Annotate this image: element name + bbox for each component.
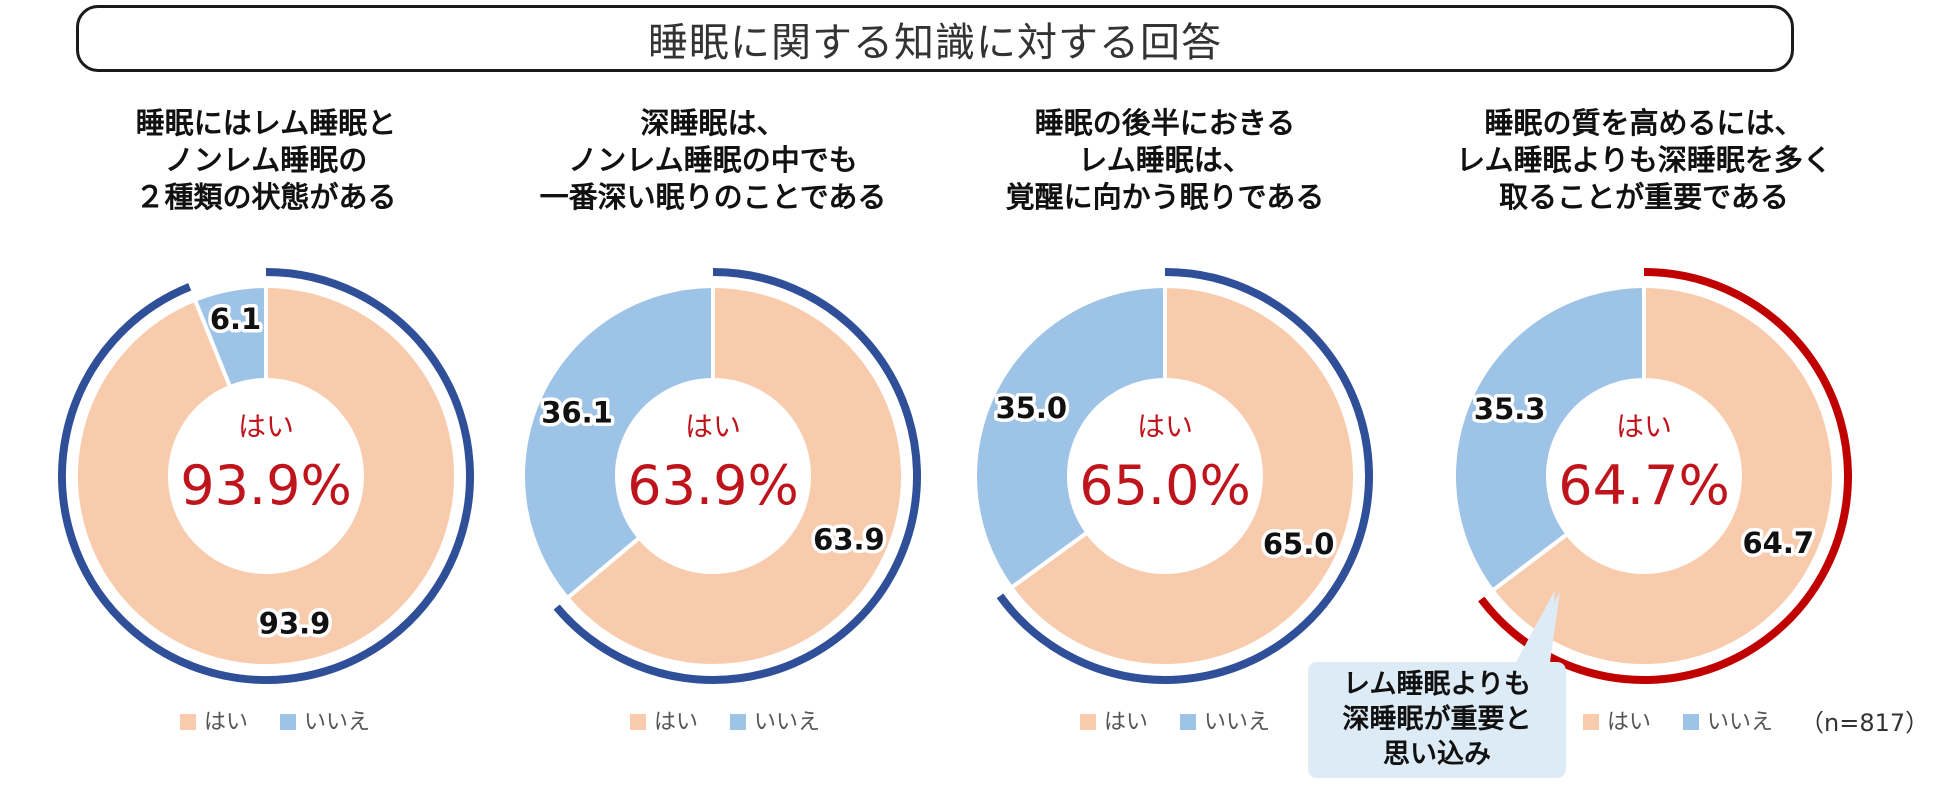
center-value: 64.7%	[1558, 454, 1730, 517]
legend-swatch-yes	[1583, 714, 1599, 730]
highlight-ring	[553, 268, 921, 684]
slice-no	[192, 283, 268, 390]
donut-title-line: 睡眠の質を高めるには、	[1484, 106, 1803, 140]
legend-label-no: いいえ	[1707, 710, 1773, 735]
data-label-no: 35.0	[996, 391, 1068, 425]
donut-chart-4: 睡眠の質を高めるには、レム睡眠よりも深睡眠を多く取ることが重要であるはい64.7…	[1452, 106, 1852, 735]
donut-title-line: 睡眠の後半におきる	[1035, 106, 1295, 140]
center-label: はい	[1616, 410, 1672, 443]
highlight-ring	[1478, 268, 1852, 684]
slice-yes	[74, 283, 458, 668]
center-label: はい	[238, 410, 294, 443]
center-label: はい	[1137, 410, 1193, 443]
legend-swatch-yes	[1080, 714, 1096, 730]
data-label-yes: 65.0	[1263, 527, 1335, 561]
legend-label-yes: はい	[654, 710, 698, 735]
callout-line: 思い込み	[1383, 739, 1491, 770]
donut-title-line: ノンレム睡眠の	[165, 143, 367, 177]
legend-label-no: いいえ	[754, 710, 820, 735]
center-value: 65.0%	[1079, 454, 1251, 517]
data-label-no: 6.1	[210, 302, 261, 336]
legend-swatch-yes	[180, 714, 196, 730]
legend-label-yes: はい	[1607, 710, 1651, 735]
legend-label-no: いいえ	[1204, 710, 1270, 735]
data-label-yes: 64.7	[1743, 526, 1815, 560]
slice-yes	[564, 283, 905, 668]
legend: はい いいえ	[630, 710, 820, 735]
center-value: 93.9%	[180, 454, 352, 517]
legend-label-no: いいえ	[304, 710, 370, 735]
slice-yes	[1489, 283, 1836, 668]
donut-title-line: レム睡眠は、	[1078, 143, 1251, 177]
data-label-yes: 93.9	[259, 606, 331, 640]
highlight-ring	[58, 268, 474, 684]
data-label-no: 35.3	[1474, 392, 1546, 426]
highlight-ring	[996, 268, 1373, 684]
donut-title-line: 取ることが重要である	[1499, 180, 1789, 214]
chart-title: 睡眠に関する知識に対する回答	[76, 5, 1794, 72]
callout-pointer	[1515, 590, 1555, 664]
callout-line: レム睡眠よりも	[1343, 669, 1531, 700]
center-value: 63.9%	[627, 454, 799, 517]
slice-no	[1452, 283, 1646, 594]
donut-chart-3: 睡眠の後半におきるレム睡眠は、覚醒に向かう眠りであるはい65.0%65.035.…	[973, 106, 1373, 735]
sample-size-note: （n=817）	[1800, 709, 1929, 737]
legend-swatch-no	[280, 714, 296, 730]
legend-swatch-yes	[630, 714, 646, 730]
legend-swatch-no	[1683, 714, 1699, 730]
legend-label-yes: はい	[204, 710, 248, 735]
data-label-no: 36.1	[541, 396, 613, 430]
slice-no	[521, 283, 715, 601]
data-label-yes: 63.9	[813, 522, 885, 556]
legend-swatch-no	[730, 714, 746, 730]
donut-title-line: ノンレム睡眠の中でも	[568, 143, 857, 177]
donut-chart-1: 睡眠にはレム睡眠とノンレム睡眠の２種類の状態があるはい93.9%93.96.1は…	[58, 106, 474, 735]
donut-title-line: 深睡眠は、	[640, 106, 785, 140]
legend: はい いいえ	[180, 710, 370, 735]
donut-chart-2: 深睡眠は、ノンレム睡眠の中でも一番深い眠りのことであるはい63.9%63.936…	[521, 106, 921, 735]
legend: はい いいえ	[1583, 710, 1773, 735]
center-label: はい	[685, 410, 741, 443]
donut-title-line: 睡眠にはレム睡眠と	[136, 106, 396, 140]
donut-title-line: ２種類の状態がある	[135, 180, 396, 214]
legend-swatch-no	[1180, 714, 1196, 730]
legend: はい いいえ	[1080, 710, 1270, 735]
donut-title-line: 覚醒に向かう眠りである	[1006, 180, 1325, 214]
slice-no	[973, 283, 1167, 591]
donut-title-line: 一番深い眠りのことである	[540, 180, 887, 214]
legend-label-yes: はい	[1104, 710, 1148, 735]
slice-yes	[1008, 283, 1357, 668]
callout-line: 深睡眠が重要と	[1343, 703, 1532, 735]
callout-box	[1308, 662, 1566, 778]
donut-title-line: レム睡眠よりも深睡眠を多く	[1456, 143, 1832, 177]
